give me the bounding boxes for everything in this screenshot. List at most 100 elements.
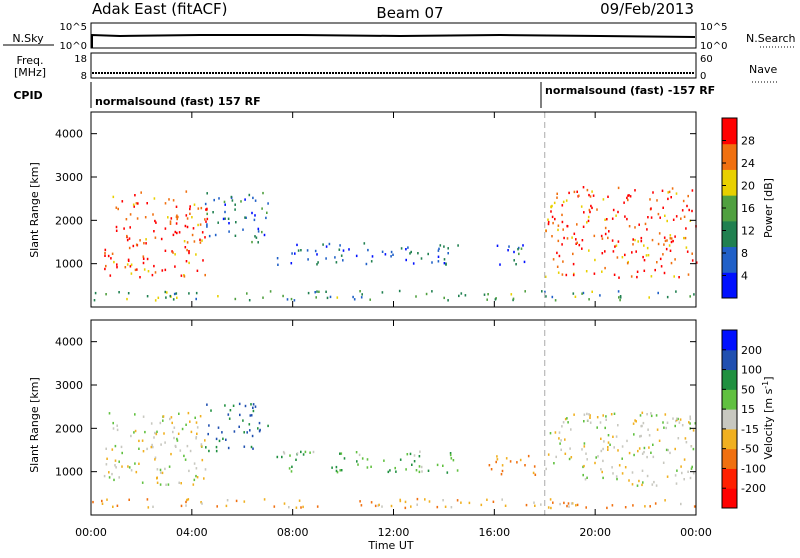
vel-data-cell (644, 505, 646, 508)
power-data-cell (169, 222, 172, 225)
power-data-cell (561, 204, 564, 207)
power-data-cell (104, 251, 106, 255)
vel-data-cell (505, 457, 508, 460)
vel-data-cell (654, 502, 657, 505)
vel-data-cell (252, 406, 254, 409)
vel-data-cell (480, 503, 483, 507)
vel-data-cell (672, 417, 674, 420)
power-data-cell (650, 275, 653, 278)
power-data-cell (638, 223, 640, 226)
power-data-cell (200, 206, 203, 210)
power-data-cell (547, 222, 550, 226)
power-data-cell (128, 237, 131, 240)
power-data-cell (130, 263, 133, 266)
power-data-cell (645, 254, 648, 257)
power-data-cell (355, 254, 358, 258)
vel-data-cell (276, 455, 279, 459)
vel-data-cell (666, 475, 669, 478)
vel-data-cell (387, 470, 390, 474)
vel-data-cell (389, 469, 391, 472)
vel-data-cell (490, 468, 493, 471)
power-data-cell (499, 263, 501, 266)
vel-data-cell (228, 417, 231, 420)
power-data-cell (647, 216, 649, 219)
power-data-cell (578, 243, 581, 247)
vel-data-cell (646, 455, 648, 459)
power-data-cell (585, 270, 588, 273)
power-data-cell (164, 227, 167, 230)
vel-data-cell (581, 448, 583, 451)
power-data-cell (457, 244, 459, 247)
power-data-cell (626, 262, 629, 265)
vel-data-cell (552, 501, 554, 504)
vel-data-cell (204, 439, 206, 442)
power-data-cell (381, 250, 384, 253)
vel-data-cell (116, 424, 118, 427)
vel-data-cell (664, 413, 667, 416)
power-data-cell (204, 273, 206, 277)
power-data-cell (246, 292, 248, 295)
power-data-cell (630, 275, 633, 278)
vel-data-cell (566, 417, 568, 420)
power-data-cell (171, 250, 173, 253)
power-data-cell (483, 293, 486, 296)
vel-data-cell (108, 476, 111, 479)
power-data-cell (234, 203, 236, 206)
power-data-cell (640, 239, 643, 243)
power-data-cell (191, 216, 193, 219)
vel-data-cell (248, 423, 251, 426)
vel-data-cell (613, 412, 616, 415)
vel-data-cell (366, 466, 369, 469)
power-data-cell (125, 218, 128, 221)
vel-data-cell (689, 415, 691, 418)
power-data-cell (263, 233, 266, 237)
vel-data-cell (215, 449, 218, 453)
power-data-cell (632, 243, 634, 246)
vel-data-cell (652, 443, 654, 446)
power-data-cell (195, 297, 197, 301)
power-data-cell (224, 203, 226, 206)
colorbar-swatch (722, 349, 737, 371)
y-tick-label: 1000 (55, 258, 83, 271)
vel-data-cell (568, 457, 571, 461)
vel-data-cell (612, 435, 614, 438)
power-data-cell (291, 252, 293, 255)
power-data-cell (105, 293, 107, 296)
vel-data-cell (144, 430, 146, 434)
power-data-cell (582, 186, 585, 189)
power-data-cell (155, 221, 157, 224)
power-data-cell (282, 294, 284, 298)
power-data-cell (582, 291, 585, 295)
power-data-cell (164, 249, 167, 252)
vel-data-cell (128, 498, 130, 501)
vel-data-cell (312, 450, 315, 454)
power-data-cell (266, 211, 268, 214)
power-data-cell (267, 202, 269, 205)
vel-data-cell (152, 505, 154, 508)
vel-data-cell (399, 458, 402, 461)
colorbar-tick-label: 20 (741, 180, 755, 193)
vel-data-cell (156, 430, 158, 433)
vel-data-cell (509, 460, 512, 463)
vel-data-cell (359, 500, 361, 503)
power-data-cell (576, 223, 578, 226)
power-data-cell (582, 225, 585, 228)
power-data-cell (94, 291, 97, 295)
power-data-cell (363, 242, 366, 245)
power-data-cell (670, 196, 672, 199)
vel-data-cell (283, 452, 286, 455)
colorbar-swatch (722, 330, 737, 351)
power-data-cell (290, 262, 293, 265)
vel-data-cell (607, 446, 609, 449)
vel-data-cell (162, 415, 165, 418)
vel-data-cell (567, 502, 570, 505)
vel-data-cell (677, 417, 679, 421)
power-data-cell (604, 232, 607, 236)
vel-data-cell (217, 426, 220, 429)
vel-data-cell (664, 499, 666, 502)
vel-data-cell (222, 437, 224, 440)
vel-data-cell (601, 470, 603, 474)
power-data-cell (227, 217, 230, 220)
vel-data-cell (195, 474, 197, 478)
vel-data-cell (663, 426, 665, 429)
